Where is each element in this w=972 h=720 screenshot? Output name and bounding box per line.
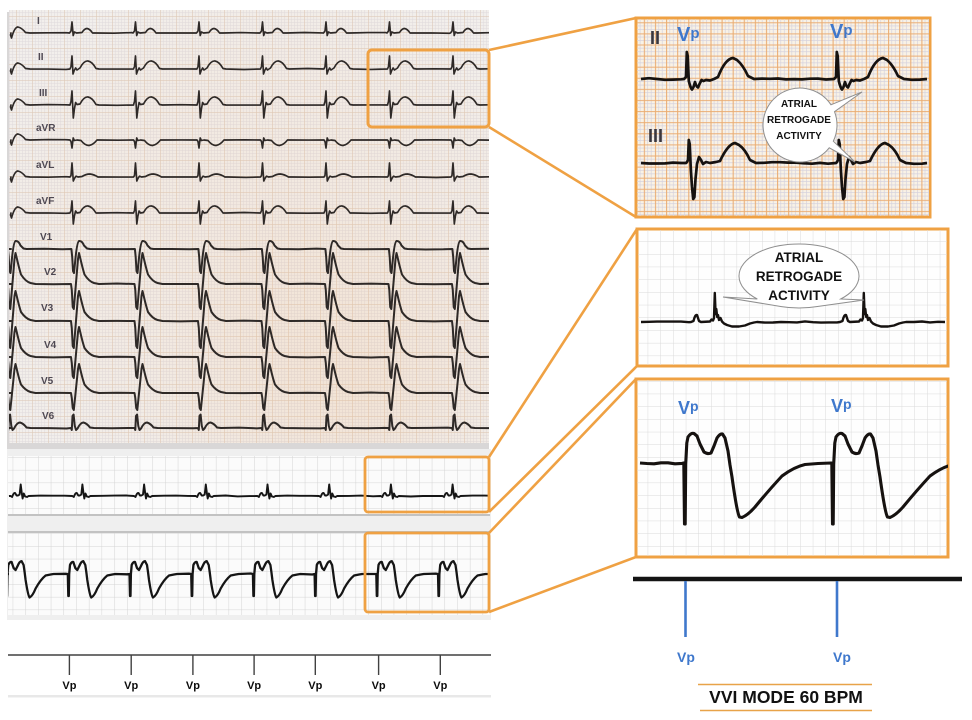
svg-text:Vp: Vp	[308, 680, 322, 692]
svg-text:VVI MODE 60 BPM: VVI MODE 60 BPM	[709, 687, 863, 707]
svg-text:Vp: Vp	[677, 24, 700, 46]
svg-text:V1: V1	[40, 232, 53, 243]
svg-text:Vp: Vp	[62, 680, 76, 692]
svg-text:III: III	[648, 126, 663, 146]
svg-text:V2: V2	[44, 267, 57, 278]
svg-text:II: II	[38, 52, 44, 63]
svg-text:Vp: Vp	[677, 649, 695, 665]
svg-text:Vp: Vp	[186, 680, 200, 692]
svg-text:Vp: Vp	[433, 680, 447, 692]
svg-text:Vp: Vp	[831, 396, 852, 416]
svg-text:Vp: Vp	[247, 680, 261, 692]
svg-text:Vp: Vp	[833, 649, 851, 665]
svg-text:V4: V4	[44, 340, 57, 351]
svg-text:aVR: aVR	[36, 123, 56, 134]
svg-text:Vp: Vp	[678, 398, 699, 418]
svg-text:Vp: Vp	[124, 680, 138, 692]
svg-text:I: I	[37, 16, 40, 27]
svg-text:RETROGADE: RETROGADE	[756, 269, 842, 284]
svg-text:Vp: Vp	[830, 21, 853, 43]
svg-text:V5: V5	[41, 376, 54, 387]
svg-text:ACTIVITY: ACTIVITY	[768, 288, 830, 303]
svg-text:RETROGADE: RETROGADE	[767, 115, 831, 126]
svg-text:V6: V6	[42, 411, 55, 422]
svg-text:ATRIAL: ATRIAL	[781, 99, 817, 110]
svg-text:III: III	[39, 88, 48, 99]
svg-text:aVL: aVL	[36, 160, 54, 171]
svg-text:ACTIVITY: ACTIVITY	[776, 131, 822, 142]
svg-text:aVF: aVF	[36, 196, 54, 207]
svg-text:II: II	[650, 28, 660, 48]
svg-text:ATRIAL: ATRIAL	[775, 250, 824, 265]
svg-text:V3: V3	[41, 303, 54, 314]
svg-text:Vp: Vp	[372, 680, 386, 692]
